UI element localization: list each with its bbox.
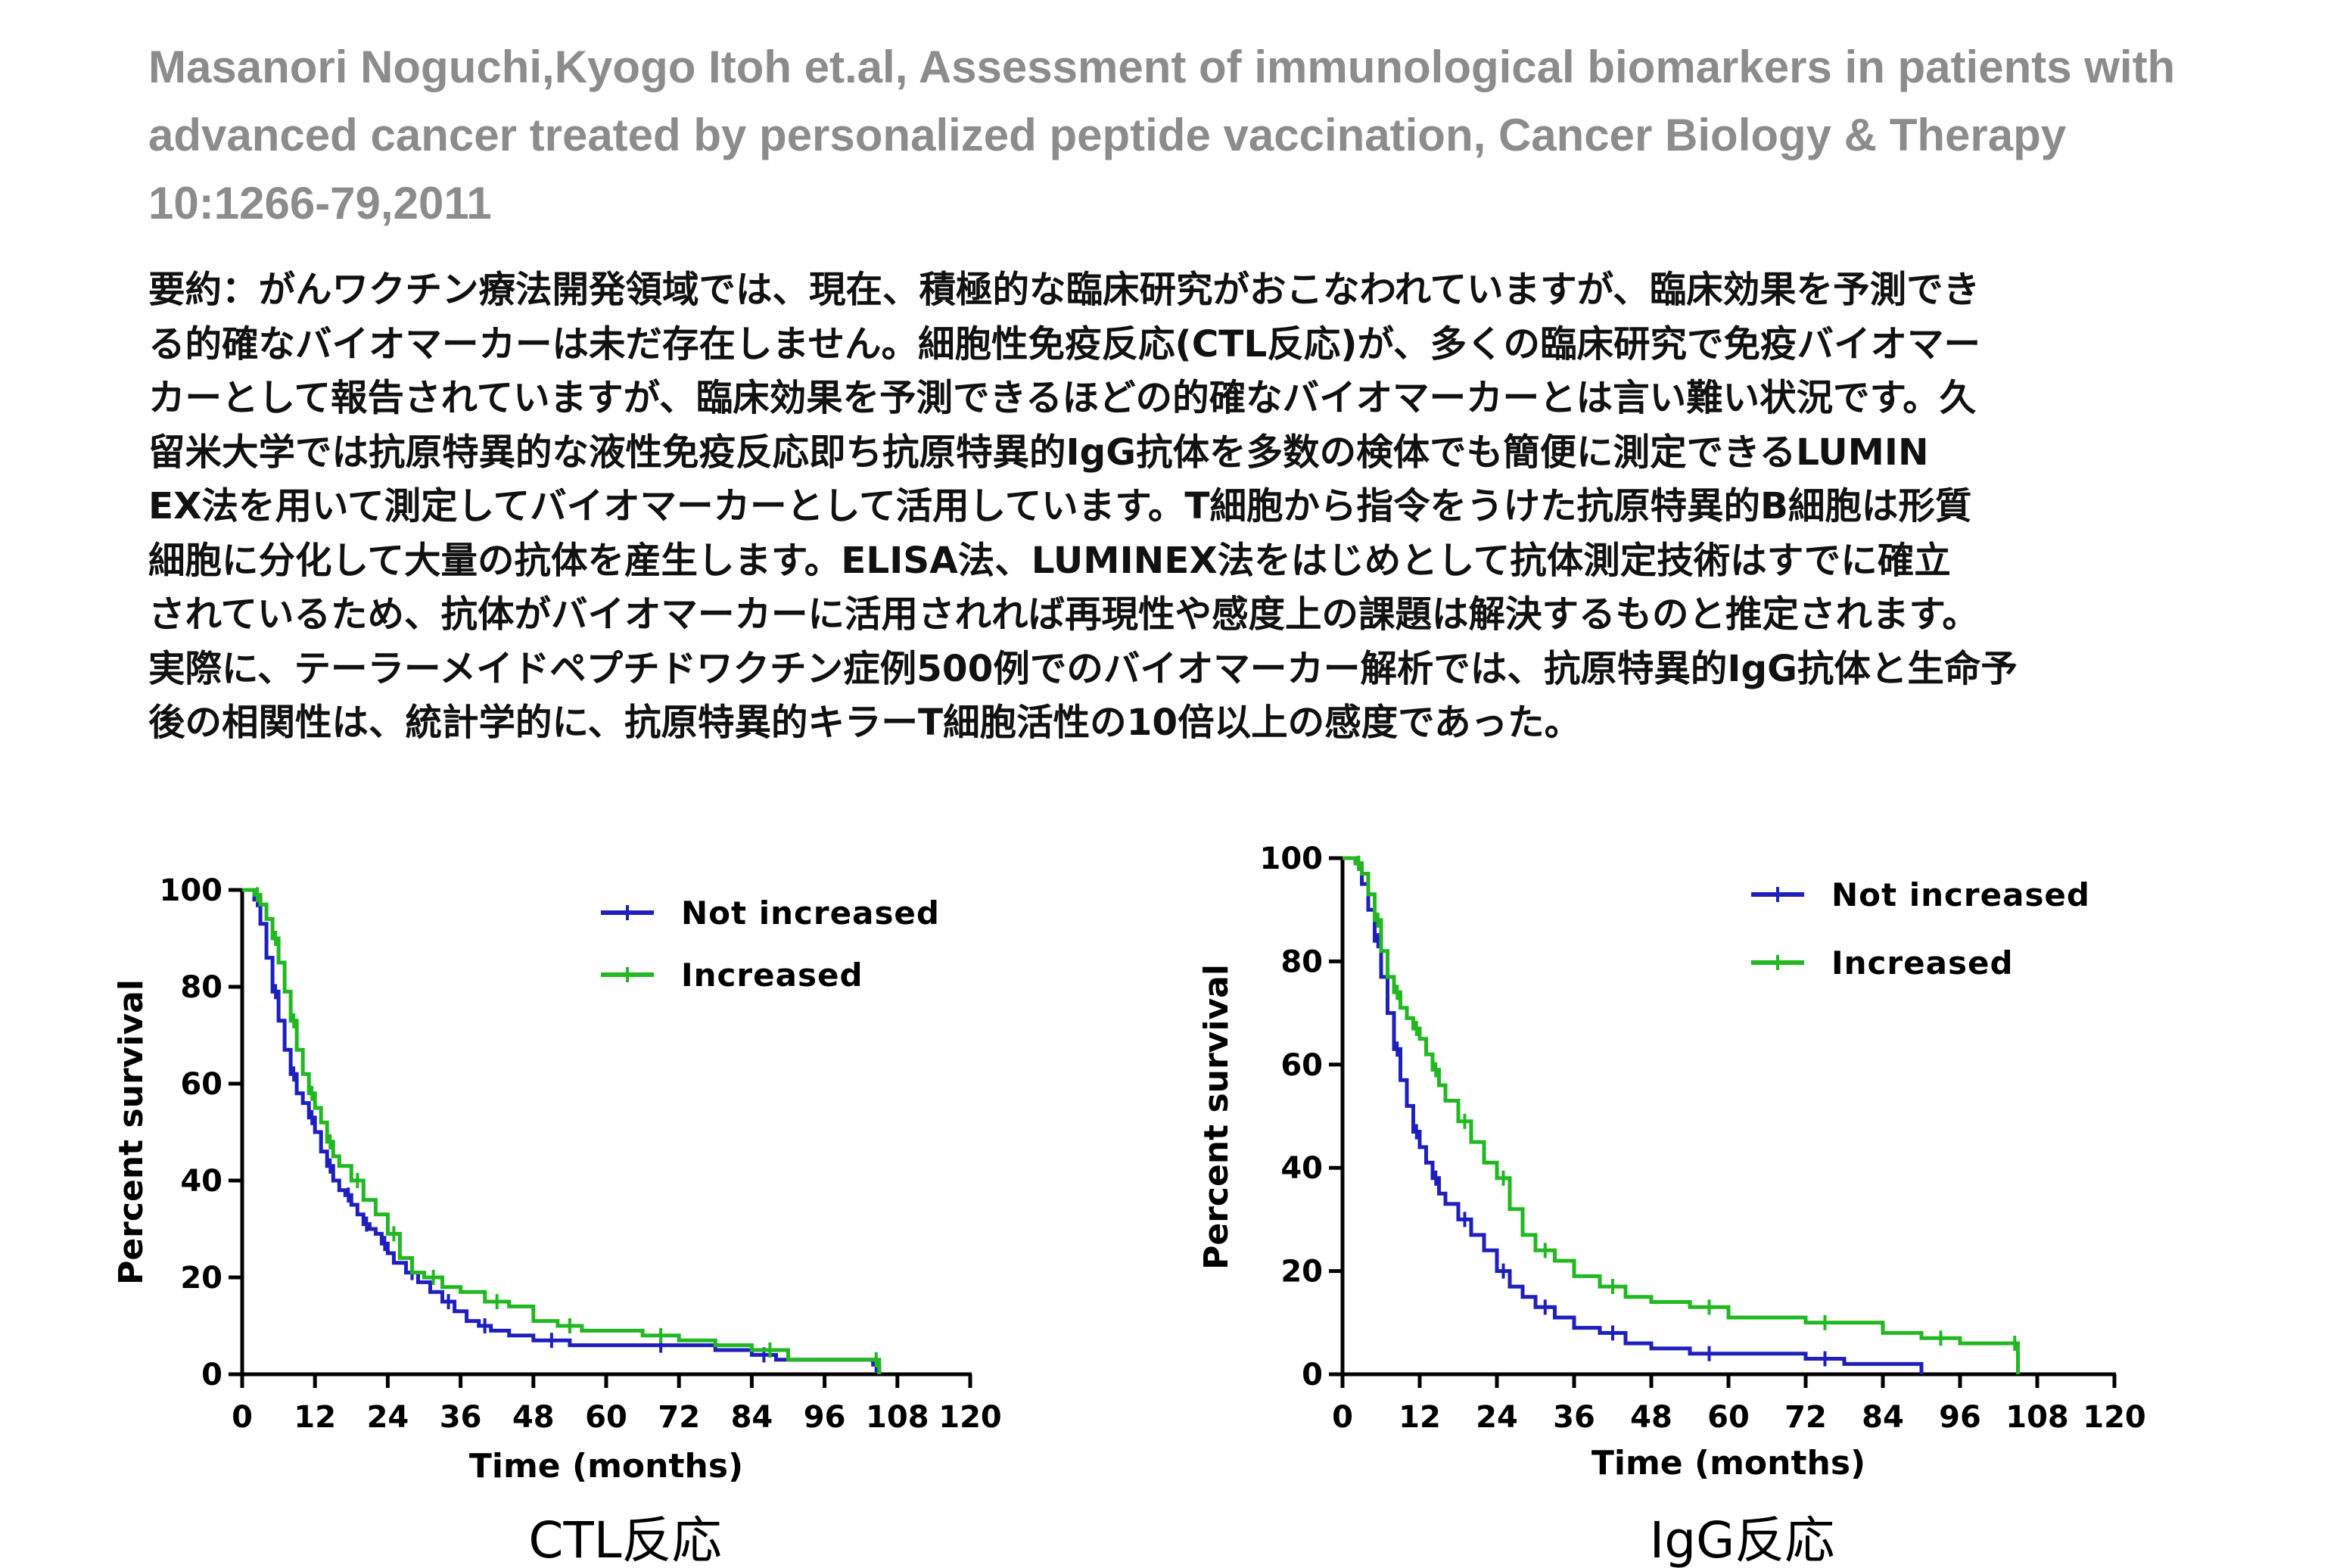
y-axis-title: Percent survival bbox=[1197, 964, 1236, 1270]
x-axis-title: Time (months) bbox=[1591, 1444, 1865, 1482]
y-tick-label: 100 bbox=[160, 873, 223, 908]
y-tick-label: 60 bbox=[180, 1067, 222, 1102]
y-tick-label: 0 bbox=[201, 1358, 222, 1392]
chart-caption: IgG反応 bbox=[1650, 1511, 1835, 1568]
summary-line: 細胞に分化して大量の抗体を産生します。ELISA法、LUMINEX法をはじめとし… bbox=[148, 539, 1951, 582]
x-axis-title: Time (months) bbox=[469, 1447, 743, 1486]
x-tick-label: 96 bbox=[804, 1400, 846, 1435]
x-tick-label: 24 bbox=[367, 1400, 409, 1435]
y-tick-label: 20 bbox=[1280, 1255, 1323, 1290]
summary-line: る的確なバイオマーカーは未だ存在しません。細胞性免疫反応(CTL反応)が、多くの… bbox=[148, 322, 1980, 366]
x-tick-label: 60 bbox=[1707, 1400, 1750, 1435]
survival-curve-increased bbox=[1343, 856, 2020, 1374]
x-tick-label: 36 bbox=[1553, 1400, 1595, 1435]
x-tick-label: 120 bbox=[2083, 1400, 2146, 1435]
x-tick-label: 84 bbox=[731, 1400, 773, 1435]
y-tick-label: 60 bbox=[1280, 1048, 1323, 1083]
x-tick-label: 36 bbox=[440, 1400, 482, 1435]
y-tick-label: 80 bbox=[1280, 944, 1323, 979]
x-tick-label: 72 bbox=[658, 1400, 700, 1435]
summary-line: EX法を用いて測定してバイオマーカーとして活用しています。T細胞から指令をうけた… bbox=[148, 485, 1972, 527]
legend-label-not-increased: Not increased bbox=[681, 894, 940, 932]
x-tick-label: 96 bbox=[1939, 1400, 1981, 1435]
citation-text: Masanori Noguchi,Kyogo Itoh et.al, Asses… bbox=[148, 42, 2176, 229]
legend-label-increased: Increased bbox=[681, 957, 863, 994]
x-tick-label: 24 bbox=[1476, 1400, 1518, 1435]
x-tick-label: 108 bbox=[866, 1400, 929, 1435]
x-tick-label: 84 bbox=[1862, 1400, 1904, 1435]
x-tick-label: 0 bbox=[232, 1400, 253, 1435]
survival-curve-increased bbox=[242, 888, 882, 1374]
summary-line: 留米大学では抗原特異的な液性免疫反応即ち抗原特異的IgG抗体を多数の検体でも簡便… bbox=[148, 431, 1929, 474]
x-tick-label: 48 bbox=[1630, 1400, 1672, 1435]
summary-line: 要約：がんワクチン療法開発領域では、現在、積極的な臨床研究がおこなわれていますが… bbox=[148, 269, 1980, 311]
y-axis-title: Percent survival bbox=[112, 979, 151, 1285]
y-tick-label: 20 bbox=[180, 1261, 222, 1296]
summary-line: 実際に、テーラーメイドペプチドワクチン症例500例でのバイオマーカー解析では、抗… bbox=[148, 647, 2018, 690]
x-tick-label: 60 bbox=[585, 1400, 627, 1435]
x-tick-label: 120 bbox=[938, 1400, 1002, 1435]
x-tick-label: 12 bbox=[1399, 1400, 1441, 1435]
x-tick-label: 108 bbox=[2005, 1400, 2069, 1435]
chart-caption: CTL反応 bbox=[528, 1511, 721, 1568]
summary-paragraph: 要約：がんワクチン療法開発領域では、現在、積極的な臨床研究がおこなわれていますが… bbox=[148, 263, 2260, 751]
y-tick-label: 80 bbox=[180, 970, 222, 1005]
summary-line: 後の相関性は、統計学的に、抗原特異的キラーT細胞活性の10倍以上の感度であった。 bbox=[148, 702, 1582, 744]
x-tick-label: 0 bbox=[1332, 1400, 1353, 1435]
summary-line: されているため、抗体がバイオマーカーに活用されれば再現性や感度上の課題は解決する… bbox=[148, 593, 1979, 636]
y-tick-label: 40 bbox=[1280, 1151, 1323, 1186]
y-tick-label: 40 bbox=[180, 1164, 222, 1199]
x-tick-label: 12 bbox=[294, 1400, 336, 1435]
x-tick-label: 48 bbox=[512, 1400, 555, 1435]
legend-label-increased: Increased bbox=[1831, 944, 2014, 982]
x-tick-label: 72 bbox=[1784, 1400, 1827, 1435]
y-tick-label: 0 bbox=[1302, 1358, 1323, 1392]
summary-line: カーとして報告されていますが、臨床効果を予測できるほどの的確なバイオマーカーとは… bbox=[148, 377, 1977, 419]
legend-label-not-increased: Not increased bbox=[1831, 876, 2090, 913]
y-tick-label: 100 bbox=[1260, 842, 1324, 876]
survival-curve-not-increased bbox=[242, 888, 882, 1374]
